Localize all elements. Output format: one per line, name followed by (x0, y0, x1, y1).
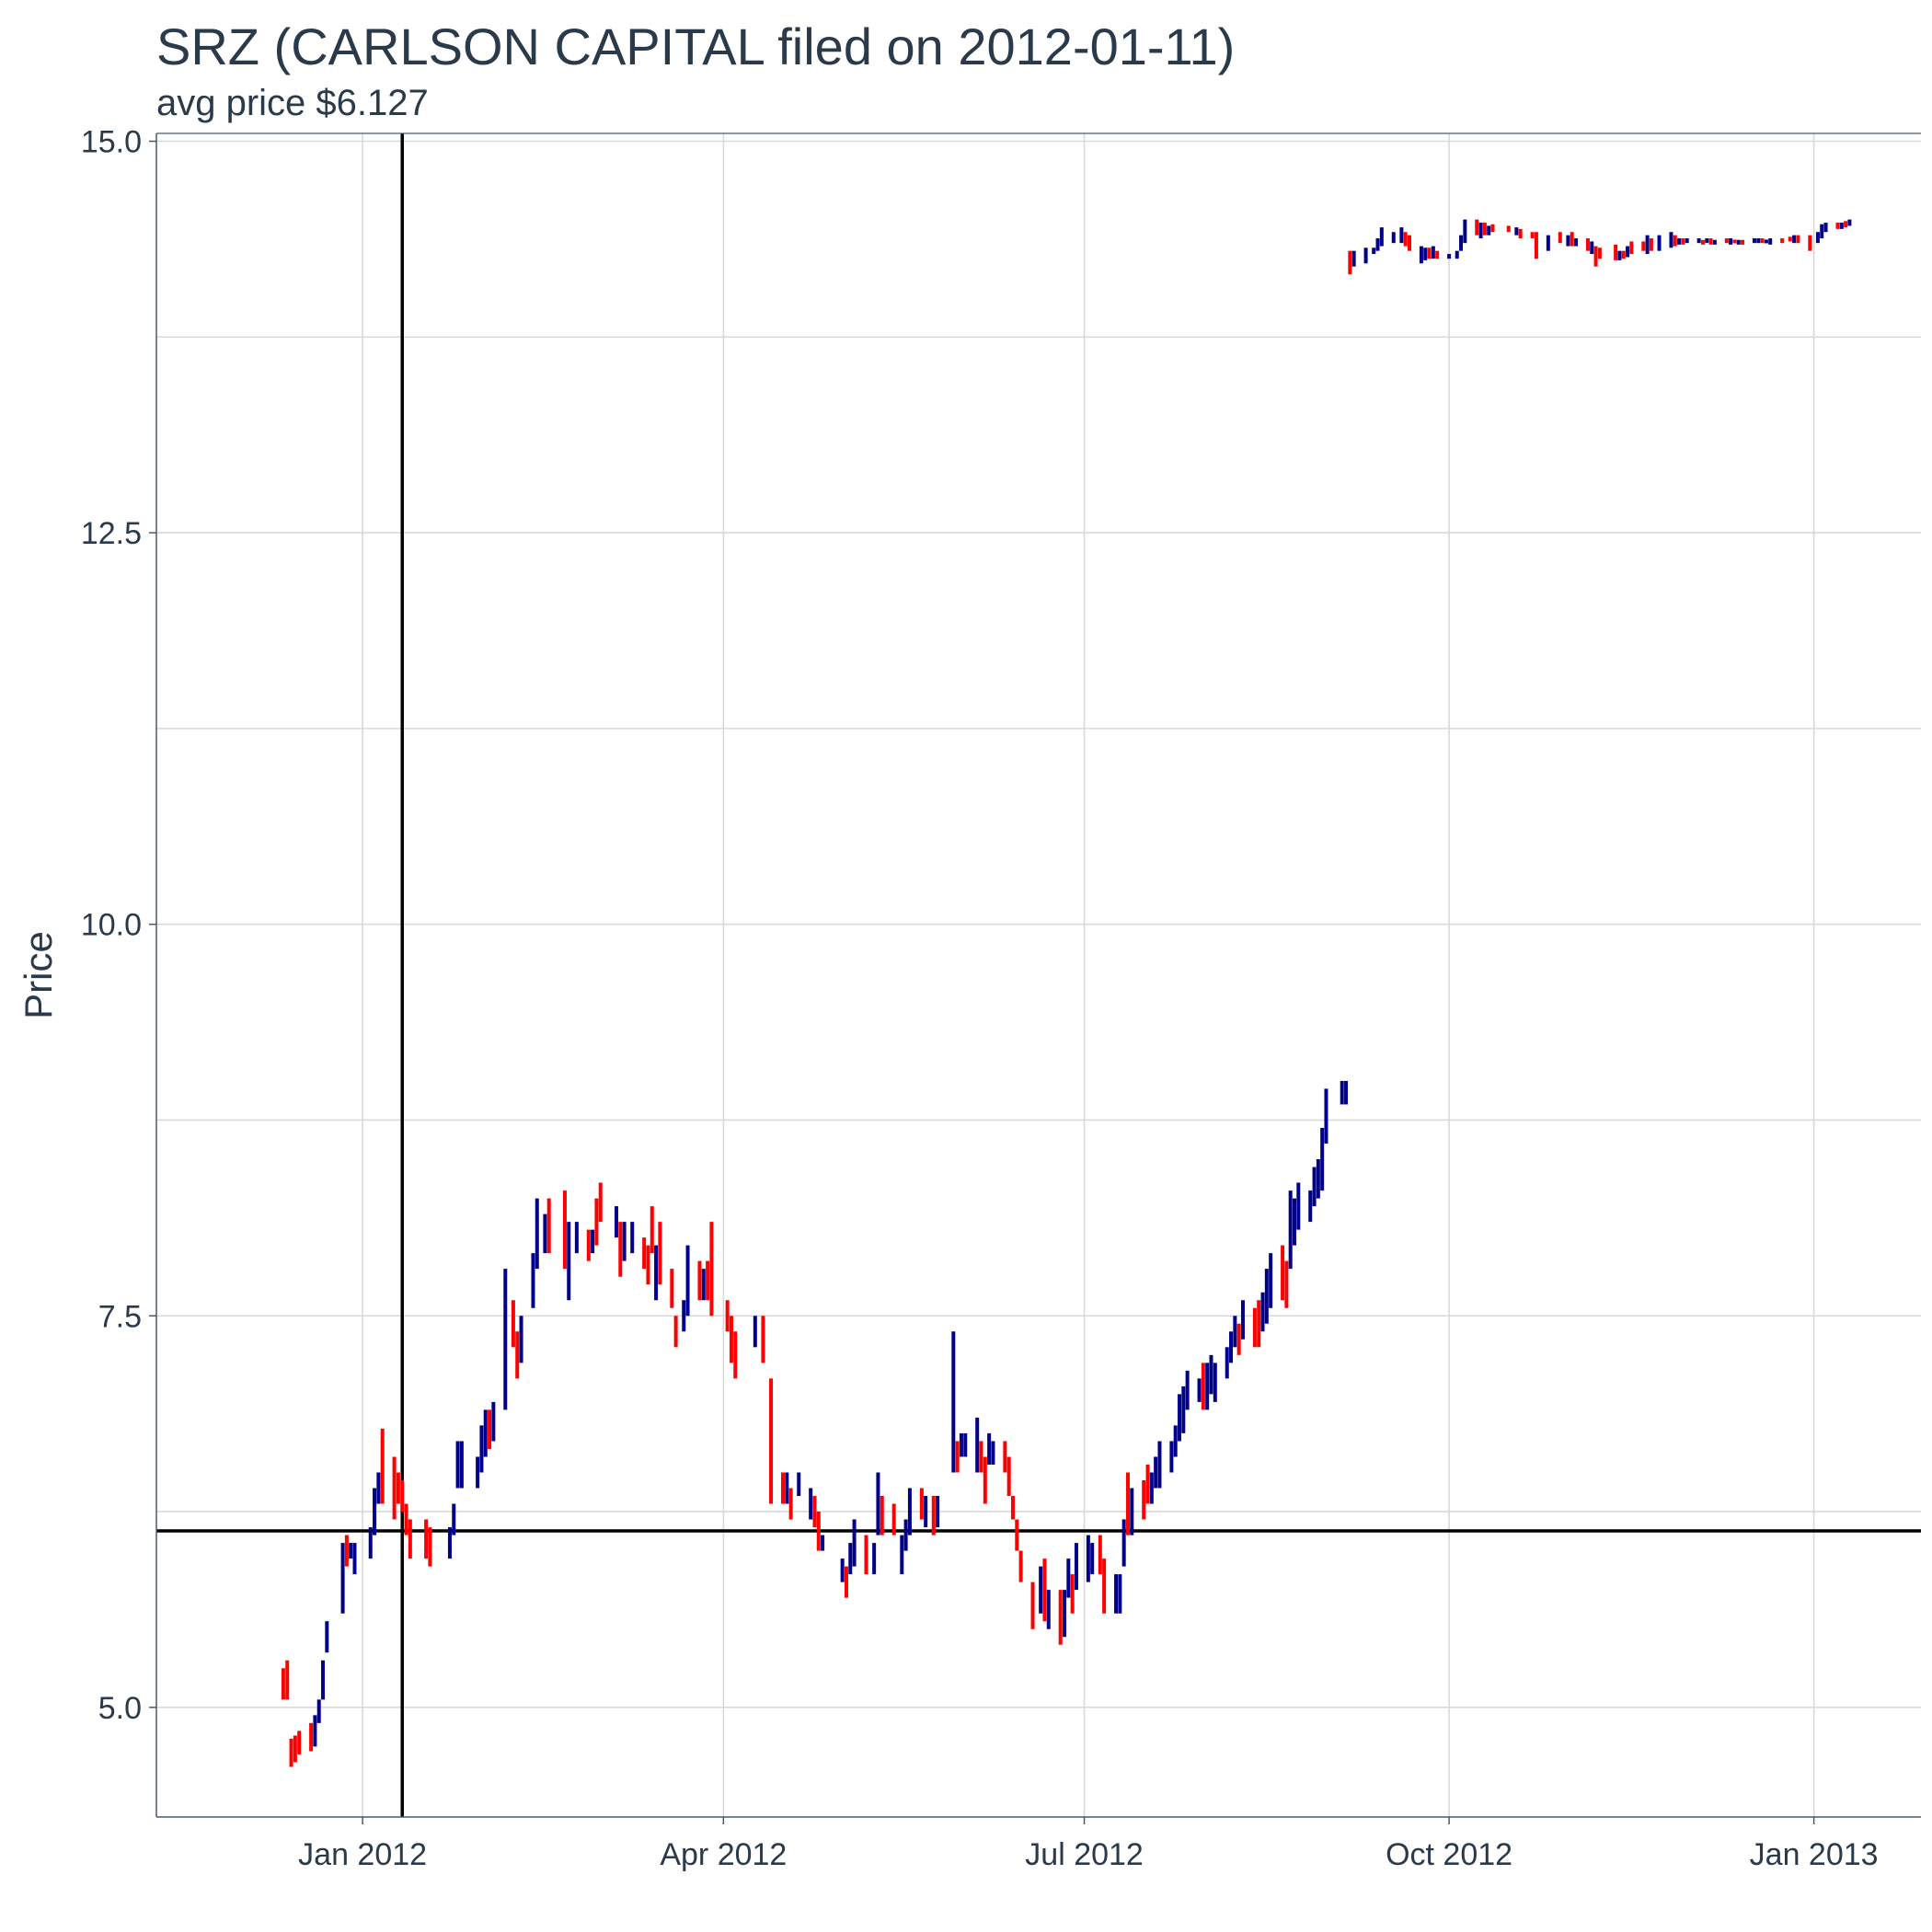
x-tick-label: Jan 2013 (1750, 1837, 1879, 1872)
y-tick-label: 12.5 (81, 516, 142, 551)
y-tick-label: 15.0 (81, 125, 142, 160)
x-tick-label: Jan 2012 (298, 1837, 427, 1872)
x-tick-label: Jul 2012 (1025, 1837, 1144, 1872)
y-tick-label: 5.0 (98, 1691, 142, 1726)
ohlc-bars (281, 219, 1852, 1767)
y-tick-label: 10.0 (81, 908, 142, 943)
x-tick-label: Apr 2012 (660, 1837, 787, 1872)
x-tick-label: Oct 2012 (1386, 1837, 1512, 1872)
y-axis-title: Price (17, 931, 60, 1019)
chart-subtitle: avg price $6.127 (156, 83, 429, 123)
reference-lines (156, 133, 1921, 1817)
grid-lines (156, 133, 1921, 1817)
y-tick-label: 7.5 (98, 1299, 142, 1334)
chart-title: SRZ (CARLSON CAPITAL filed on 2012-01-11… (156, 17, 1236, 75)
axes: 5.0 7.5 10.0 12.5 15.0 Jan 2012 Apr 2012 Jul 20… (81, 125, 1921, 1872)
